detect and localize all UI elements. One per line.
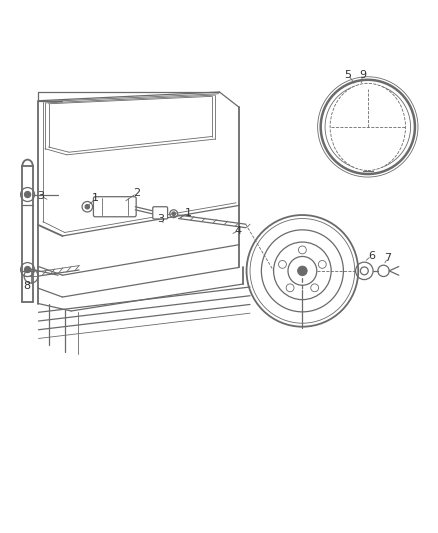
FancyBboxPatch shape (93, 197, 136, 217)
Text: 8: 8 (23, 281, 30, 291)
Circle shape (85, 205, 89, 209)
Text: 1: 1 (92, 193, 99, 204)
Text: 1: 1 (184, 208, 191, 218)
Text: 4: 4 (234, 226, 241, 236)
Text: 3: 3 (37, 191, 44, 201)
Circle shape (25, 191, 31, 198)
Circle shape (172, 212, 175, 215)
Text: 6: 6 (367, 251, 374, 261)
Ellipse shape (329, 83, 405, 171)
Text: 5: 5 (344, 70, 351, 79)
Text: 7: 7 (383, 253, 391, 263)
Text: 9: 9 (358, 70, 365, 79)
Text: 3: 3 (157, 214, 164, 224)
Text: 2: 2 (133, 188, 140, 198)
Circle shape (297, 266, 307, 276)
Circle shape (25, 266, 31, 272)
FancyBboxPatch shape (152, 207, 167, 219)
